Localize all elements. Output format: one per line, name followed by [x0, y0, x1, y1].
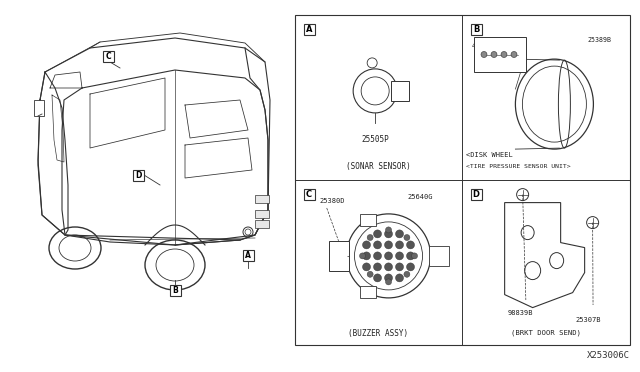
Text: 25380D: 25380D: [319, 198, 344, 204]
Text: C: C: [105, 52, 111, 61]
Text: <DISK WHEEL: <DISK WHEEL: [466, 152, 513, 158]
Bar: [132, 170, 143, 180]
Circle shape: [374, 263, 381, 271]
Text: D: D: [135, 171, 141, 180]
Circle shape: [396, 263, 404, 271]
Circle shape: [374, 252, 381, 260]
Bar: [470, 189, 481, 199]
Text: 40700M: 40700M: [472, 44, 496, 49]
Text: B: B: [473, 25, 479, 34]
Circle shape: [404, 234, 410, 241]
Text: 25389B: 25389B: [588, 37, 612, 43]
Bar: [470, 23, 481, 35]
Circle shape: [406, 252, 415, 260]
Circle shape: [396, 230, 404, 238]
Bar: [391, 81, 409, 101]
Circle shape: [374, 230, 381, 238]
Circle shape: [362, 241, 371, 249]
Circle shape: [406, 263, 415, 271]
Bar: [303, 23, 314, 35]
Bar: [360, 214, 376, 225]
Bar: [295, 15, 630, 345]
Bar: [255, 220, 269, 228]
Text: 25640G: 25640G: [408, 194, 433, 200]
Bar: [170, 285, 180, 295]
Circle shape: [374, 241, 381, 249]
Circle shape: [404, 271, 410, 277]
Circle shape: [367, 271, 373, 277]
Text: C: C: [306, 190, 312, 199]
Circle shape: [385, 227, 392, 233]
Bar: [429, 246, 449, 266]
Circle shape: [362, 252, 371, 260]
Text: B: B: [172, 286, 178, 295]
Text: A: A: [306, 25, 312, 34]
Circle shape: [511, 51, 517, 58]
Bar: [255, 195, 269, 203]
Circle shape: [481, 51, 487, 58]
Circle shape: [385, 279, 392, 285]
Circle shape: [385, 230, 392, 238]
Circle shape: [491, 51, 497, 58]
Bar: [303, 189, 314, 199]
Bar: [328, 241, 349, 271]
Text: 25307B: 25307B: [575, 317, 601, 323]
Circle shape: [385, 252, 392, 260]
Bar: [360, 286, 376, 298]
Text: A: A: [245, 251, 251, 260]
Circle shape: [374, 274, 381, 282]
Circle shape: [396, 241, 404, 249]
Circle shape: [385, 274, 392, 282]
Text: (SONAR SENSOR): (SONAR SENSOR): [346, 162, 411, 171]
Text: 98839B: 98839B: [508, 310, 534, 316]
Circle shape: [396, 274, 404, 282]
Text: X253006C: X253006C: [587, 351, 630, 360]
Text: <TIRE PRESSURE SENSOR UNIT>: <TIRE PRESSURE SENSOR UNIT>: [466, 164, 571, 169]
Bar: [255, 210, 269, 218]
Circle shape: [360, 253, 365, 259]
Circle shape: [385, 263, 392, 271]
Bar: [34, 100, 44, 116]
Circle shape: [385, 241, 392, 249]
Circle shape: [396, 252, 404, 260]
Circle shape: [406, 241, 415, 249]
Bar: [102, 51, 113, 61]
Text: (BRKT DOOR SEND): (BRKT DOOR SEND): [511, 329, 581, 336]
Bar: [474, 37, 526, 72]
Text: 25505P: 25505P: [362, 135, 389, 144]
Bar: [243, 250, 253, 260]
Circle shape: [362, 263, 371, 271]
Circle shape: [367, 234, 373, 241]
Text: (BUZZER ASSY): (BUZZER ASSY): [348, 329, 408, 338]
Text: D: D: [472, 190, 479, 199]
Circle shape: [412, 253, 417, 259]
Circle shape: [501, 51, 507, 58]
